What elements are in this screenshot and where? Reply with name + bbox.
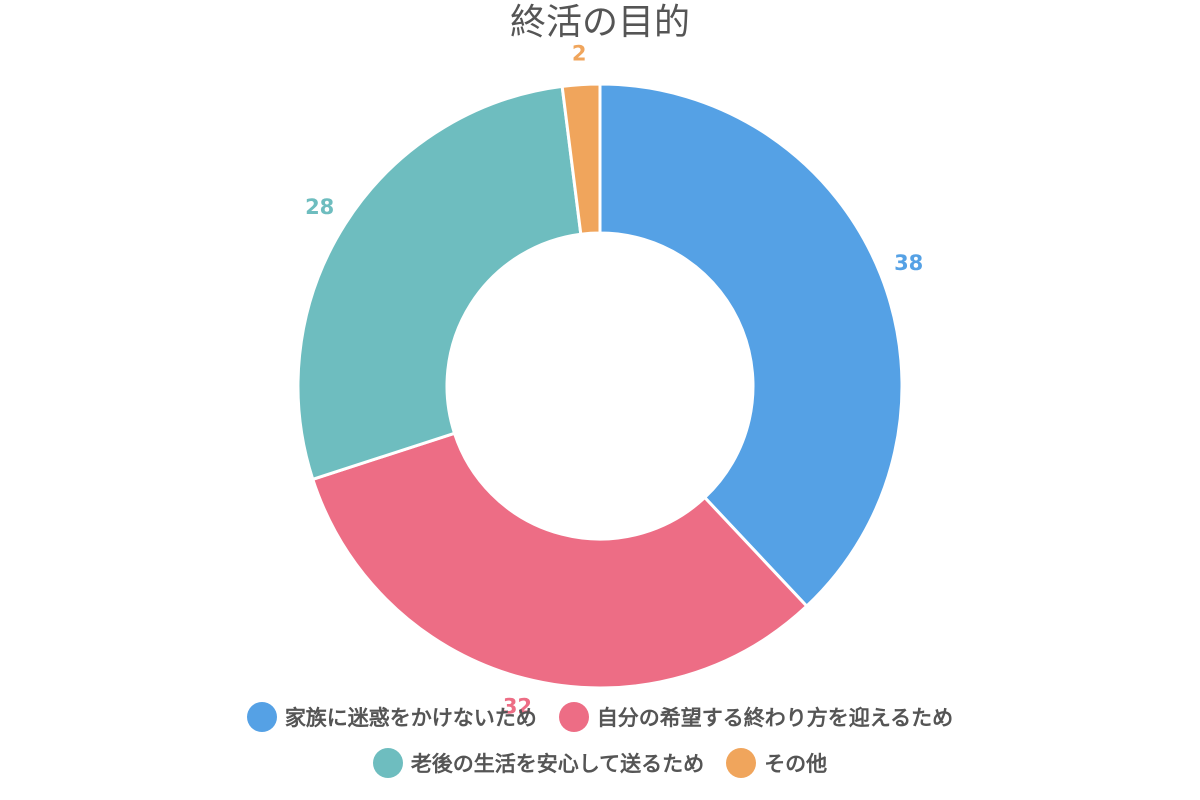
- data-label: 2: [572, 42, 587, 66]
- legend-row-2: 老後の生活を安心して送るため その他: [0, 748, 1200, 778]
- data-label: 28: [305, 195, 334, 219]
- data-label: 32: [503, 695, 532, 719]
- legend-item-family[interactable]: 家族に迷惑をかけないため: [246, 702, 537, 732]
- legend-swatch: [726, 748, 757, 778]
- data-label: 38: [894, 251, 923, 275]
- legend-label: 家族に迷惑をかけないため: [284, 706, 537, 730]
- legend-item-other[interactable]: その他: [726, 748, 827, 778]
- legend-swatch: [246, 702, 277, 732]
- slice-wish[interactable]: [310, 431, 809, 690]
- legend-label: 老後の生活を安心して送るため: [410, 752, 705, 776]
- legend-item-old-age[interactable]: 老後の生活を安心して送るため: [372, 748, 705, 778]
- legend-swatch: [558, 702, 589, 732]
- slice-other[interactable]: [560, 82, 602, 236]
- legend-row-1: 家族に迷惑をかけないため 自分の希望する終わり方を迎えるため: [0, 702, 1200, 732]
- legend-label: その他: [764, 752, 828, 776]
- slice-old-age[interactable]: [296, 84, 583, 482]
- chart-title: 終活の目的: [509, 2, 690, 43]
- slice-family[interactable]: [598, 82, 904, 609]
- legend-item-wish[interactable]: 自分の希望する終わり方を迎えるため: [558, 702, 954, 732]
- legend-label: 自分の希望する終わり方を迎えるため: [596, 706, 954, 730]
- legend-swatch: [372, 748, 403, 778]
